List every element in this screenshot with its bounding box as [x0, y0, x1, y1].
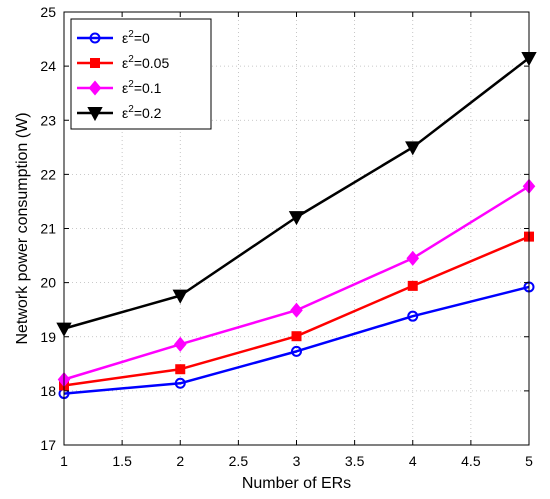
data-point-marker	[174, 377, 186, 389]
legend-label: ε2=0.1	[122, 79, 162, 96]
legend-label-sup: 2	[128, 79, 134, 90]
y-tick-label: 21	[40, 221, 56, 237]
legend-label-base: ε	[122, 55, 128, 71]
series-line	[63, 285, 530, 395]
data-point-marker	[173, 336, 187, 352]
data-point-marker	[407, 310, 419, 322]
data-point-marker	[175, 364, 186, 375]
legend-label-base: ε	[122, 105, 128, 121]
legend-marker	[89, 32, 101, 44]
y-tick-label: 25	[40, 4, 56, 20]
legend-label-base: ε	[122, 80, 128, 96]
data-point-marker	[172, 289, 188, 304]
legend-label-rest: =0.1	[134, 80, 162, 96]
legend-label-rest: =0.05	[134, 55, 170, 71]
data-point-marker	[407, 280, 418, 291]
y-tick-label: 17	[40, 437, 56, 453]
series-layer	[56, 52, 537, 400]
x-tick-label: 3	[293, 453, 301, 469]
x-tick-label: 1.5	[112, 453, 132, 469]
data-point-marker	[291, 331, 302, 342]
x-tick-label: 5	[525, 453, 533, 469]
legend-label-sup: 2	[128, 104, 134, 115]
y-tick-label: 22	[40, 166, 56, 182]
x-tick-label: 3.5	[345, 453, 365, 469]
legend-marker	[87, 107, 103, 122]
legend-marker	[90, 58, 100, 68]
x-tick-label: 4.5	[461, 453, 481, 469]
y-tick-label: 18	[40, 383, 56, 399]
x-tick-label: 4	[409, 453, 417, 469]
legend-marker	[88, 80, 102, 96]
legend-label-base: ε	[122, 30, 128, 46]
data-point-marker	[405, 141, 421, 156]
y-tick-label: 24	[40, 58, 56, 74]
x-tick-label: 2.5	[229, 453, 249, 469]
data-point-marker	[291, 345, 302, 357]
y-tick-label: 20	[40, 275, 56, 291]
y-tick-label: 23	[40, 112, 56, 128]
legend-label: ε2=0.2	[122, 104, 162, 121]
x-tick-label: 2	[176, 453, 184, 469]
legend-label: ε2=0	[122, 29, 150, 46]
legend-label-sup: 2	[128, 54, 134, 65]
y-tick-label: 19	[40, 329, 56, 345]
data-point-marker	[290, 302, 303, 318]
legend-label-sup: 2	[128, 29, 134, 40]
legend-label-rest: =0.2	[134, 105, 162, 121]
x-axis-label: Number of ERs	[242, 475, 351, 492]
x-tick-label: 1	[60, 453, 68, 469]
legend-label: ε2=0.05	[122, 54, 169, 71]
data-point-marker	[406, 250, 420, 266]
legend-label-rest: =0	[134, 30, 150, 46]
data-point-marker	[288, 211, 305, 226]
y-axis-label: Network power consumption (W)	[14, 112, 31, 344]
